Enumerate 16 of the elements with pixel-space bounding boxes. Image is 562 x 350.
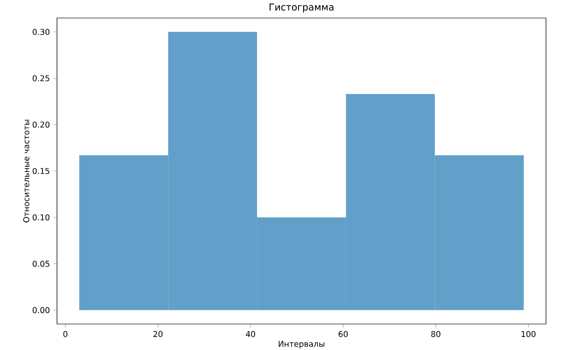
x-tick-label: 20 <box>153 331 163 338</box>
y-axis-title: Относительные частоты <box>23 120 30 222</box>
y-tick-label: 0.30 <box>32 28 50 35</box>
x-tick-label: 60 <box>338 331 348 338</box>
y-tick-label: 0.20 <box>32 122 50 128</box>
y-tick-label: 0.05 <box>32 260 50 267</box>
y-tick-label: 0.10 <box>32 214 50 220</box>
y-tick-label: 0.00 <box>32 307 50 314</box>
x-tick-label: 0 <box>63 331 68 338</box>
y-tick-label: 0.15 <box>32 168 50 174</box>
chart-title: Гистограмма <box>270 4 334 12</box>
y-tick-label: 0.25 <box>32 75 50 82</box>
x-axis-title: Интервалы <box>278 340 324 348</box>
x-tick-label: 80 <box>431 331 440 338</box>
x-tick-label: 100 <box>522 331 536 338</box>
x-tick-label: 40 <box>246 331 256 338</box>
